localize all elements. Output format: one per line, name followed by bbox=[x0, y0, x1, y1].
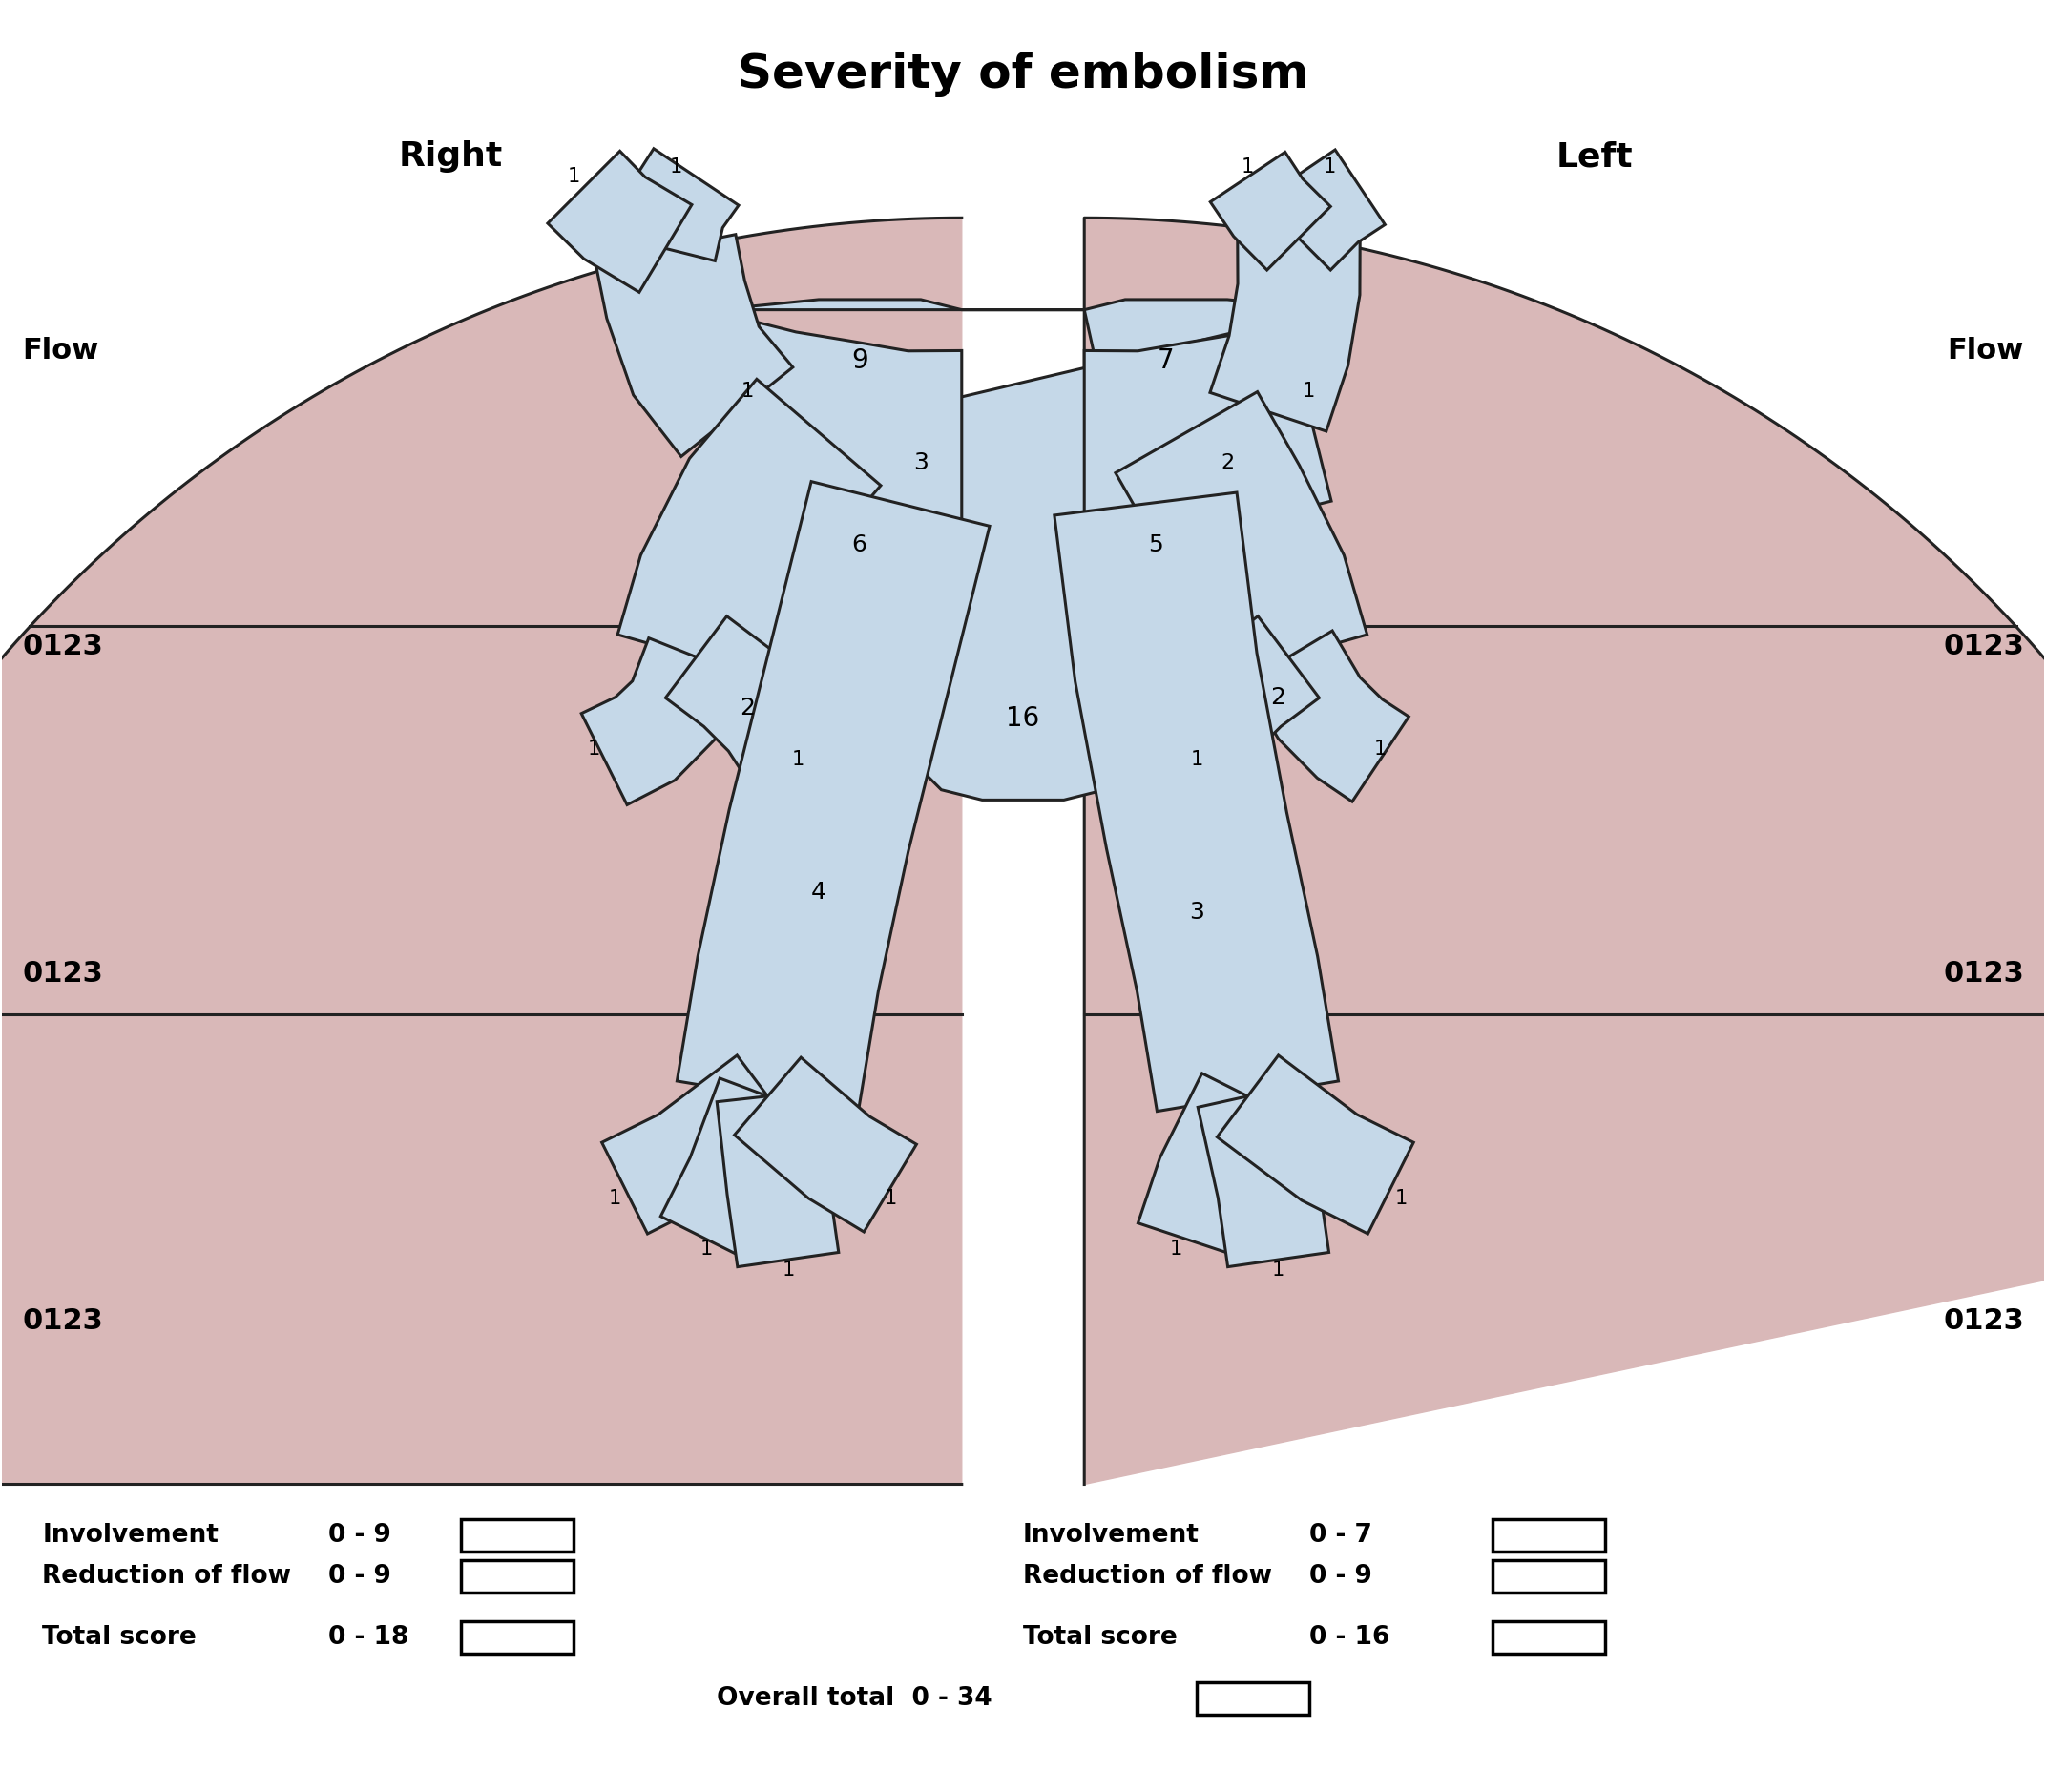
Text: 1: 1 bbox=[587, 740, 599, 758]
Text: 1: 1 bbox=[1324, 158, 1336, 176]
Bar bbox=[460, 1622, 573, 1654]
Polygon shape bbox=[735, 1057, 917, 1231]
Text: 1: 1 bbox=[608, 1188, 620, 1208]
Text: 7: 7 bbox=[1158, 348, 1174, 375]
Polygon shape bbox=[1197, 1086, 1330, 1267]
Text: 1: 1 bbox=[1191, 749, 1203, 769]
Text: 0 - 9: 0 - 9 bbox=[1309, 1564, 1373, 1588]
Bar bbox=[460, 1520, 573, 1552]
Polygon shape bbox=[616, 149, 739, 262]
Polygon shape bbox=[1154, 616, 1320, 778]
Text: 0 - 9: 0 - 9 bbox=[329, 1523, 391, 1548]
Text: 0 - 16: 0 - 16 bbox=[1309, 1625, 1389, 1650]
Polygon shape bbox=[1138, 1073, 1293, 1256]
Text: 1: 1 bbox=[700, 1240, 712, 1260]
Polygon shape bbox=[548, 151, 692, 292]
Text: 0123: 0123 bbox=[23, 633, 102, 661]
Text: 0123: 0123 bbox=[1944, 961, 2023, 987]
Text: 4: 4 bbox=[810, 880, 827, 903]
Polygon shape bbox=[1244, 631, 1410, 801]
Text: 1: 1 bbox=[1170, 1240, 1183, 1260]
Polygon shape bbox=[1217, 1055, 1414, 1233]
Text: Flow: Flow bbox=[23, 337, 98, 364]
Text: 6: 6 bbox=[851, 534, 868, 556]
Polygon shape bbox=[1054, 493, 1338, 1111]
Text: 3: 3 bbox=[913, 452, 929, 475]
Polygon shape bbox=[1266, 151, 1385, 271]
Polygon shape bbox=[714, 323, 962, 534]
Polygon shape bbox=[1115, 392, 1367, 679]
Text: 0123: 0123 bbox=[23, 961, 102, 987]
Text: Involvement: Involvement bbox=[43, 1523, 219, 1548]
Polygon shape bbox=[661, 1079, 816, 1262]
Text: Severity of embolism: Severity of embolism bbox=[737, 52, 1309, 99]
Text: Total score: Total score bbox=[43, 1625, 196, 1650]
Text: 1: 1 bbox=[1375, 740, 1387, 758]
Text: 1: 1 bbox=[1242, 158, 1254, 176]
Text: 2: 2 bbox=[739, 697, 755, 720]
Polygon shape bbox=[0, 219, 962, 1484]
Text: Reduction of flow: Reduction of flow bbox=[43, 1564, 291, 1588]
Text: 1: 1 bbox=[884, 1188, 896, 1208]
Polygon shape bbox=[1211, 152, 1330, 271]
Text: 3: 3 bbox=[1189, 901, 1205, 925]
Text: 5: 5 bbox=[1148, 534, 1164, 556]
Text: 1: 1 bbox=[782, 1260, 794, 1279]
Text: 0 - 18: 0 - 18 bbox=[329, 1625, 409, 1650]
Polygon shape bbox=[581, 638, 743, 805]
Text: 0123: 0123 bbox=[1944, 633, 2023, 661]
Polygon shape bbox=[716, 1091, 839, 1267]
Polygon shape bbox=[618, 380, 880, 679]
Polygon shape bbox=[1084, 323, 1332, 534]
Bar bbox=[1494, 1520, 1606, 1552]
Text: Overall total  0 - 34: Overall total 0 - 34 bbox=[716, 1686, 992, 1711]
Bar bbox=[460, 1559, 573, 1593]
Text: 1: 1 bbox=[792, 749, 804, 769]
Text: 1: 1 bbox=[567, 167, 579, 186]
Polygon shape bbox=[716, 299, 1330, 799]
Text: 1: 1 bbox=[1395, 1188, 1408, 1208]
Text: Involvement: Involvement bbox=[1023, 1523, 1199, 1548]
Polygon shape bbox=[665, 616, 831, 778]
Bar bbox=[1197, 1683, 1309, 1715]
Text: Right: Right bbox=[399, 140, 503, 172]
Polygon shape bbox=[1209, 238, 1361, 432]
Text: 1: 1 bbox=[1273, 1260, 1285, 1279]
Text: Flow: Flow bbox=[1948, 337, 2023, 364]
Bar bbox=[1494, 1559, 1606, 1593]
Polygon shape bbox=[1084, 219, 2046, 1484]
Text: 0123: 0123 bbox=[23, 1306, 102, 1335]
Text: Left: Left bbox=[1557, 140, 1633, 172]
Text: 9: 9 bbox=[851, 348, 868, 375]
Text: 1: 1 bbox=[741, 382, 753, 401]
Text: 0 - 7: 0 - 7 bbox=[1309, 1523, 1373, 1548]
Text: Total score: Total score bbox=[1023, 1625, 1176, 1650]
Text: 0123: 0123 bbox=[1944, 1306, 2023, 1335]
Text: 16: 16 bbox=[1007, 704, 1039, 731]
Text: 2: 2 bbox=[1271, 686, 1287, 710]
Text: Reduction of flow: Reduction of flow bbox=[1023, 1564, 1273, 1588]
Polygon shape bbox=[595, 235, 794, 457]
Text: 2: 2 bbox=[1221, 453, 1234, 473]
Polygon shape bbox=[677, 482, 990, 1111]
Polygon shape bbox=[602, 1055, 798, 1233]
Text: 1: 1 bbox=[1303, 382, 1316, 401]
Bar bbox=[1494, 1622, 1606, 1654]
Text: 0 - 9: 0 - 9 bbox=[329, 1564, 391, 1588]
Text: 1: 1 bbox=[669, 158, 681, 176]
